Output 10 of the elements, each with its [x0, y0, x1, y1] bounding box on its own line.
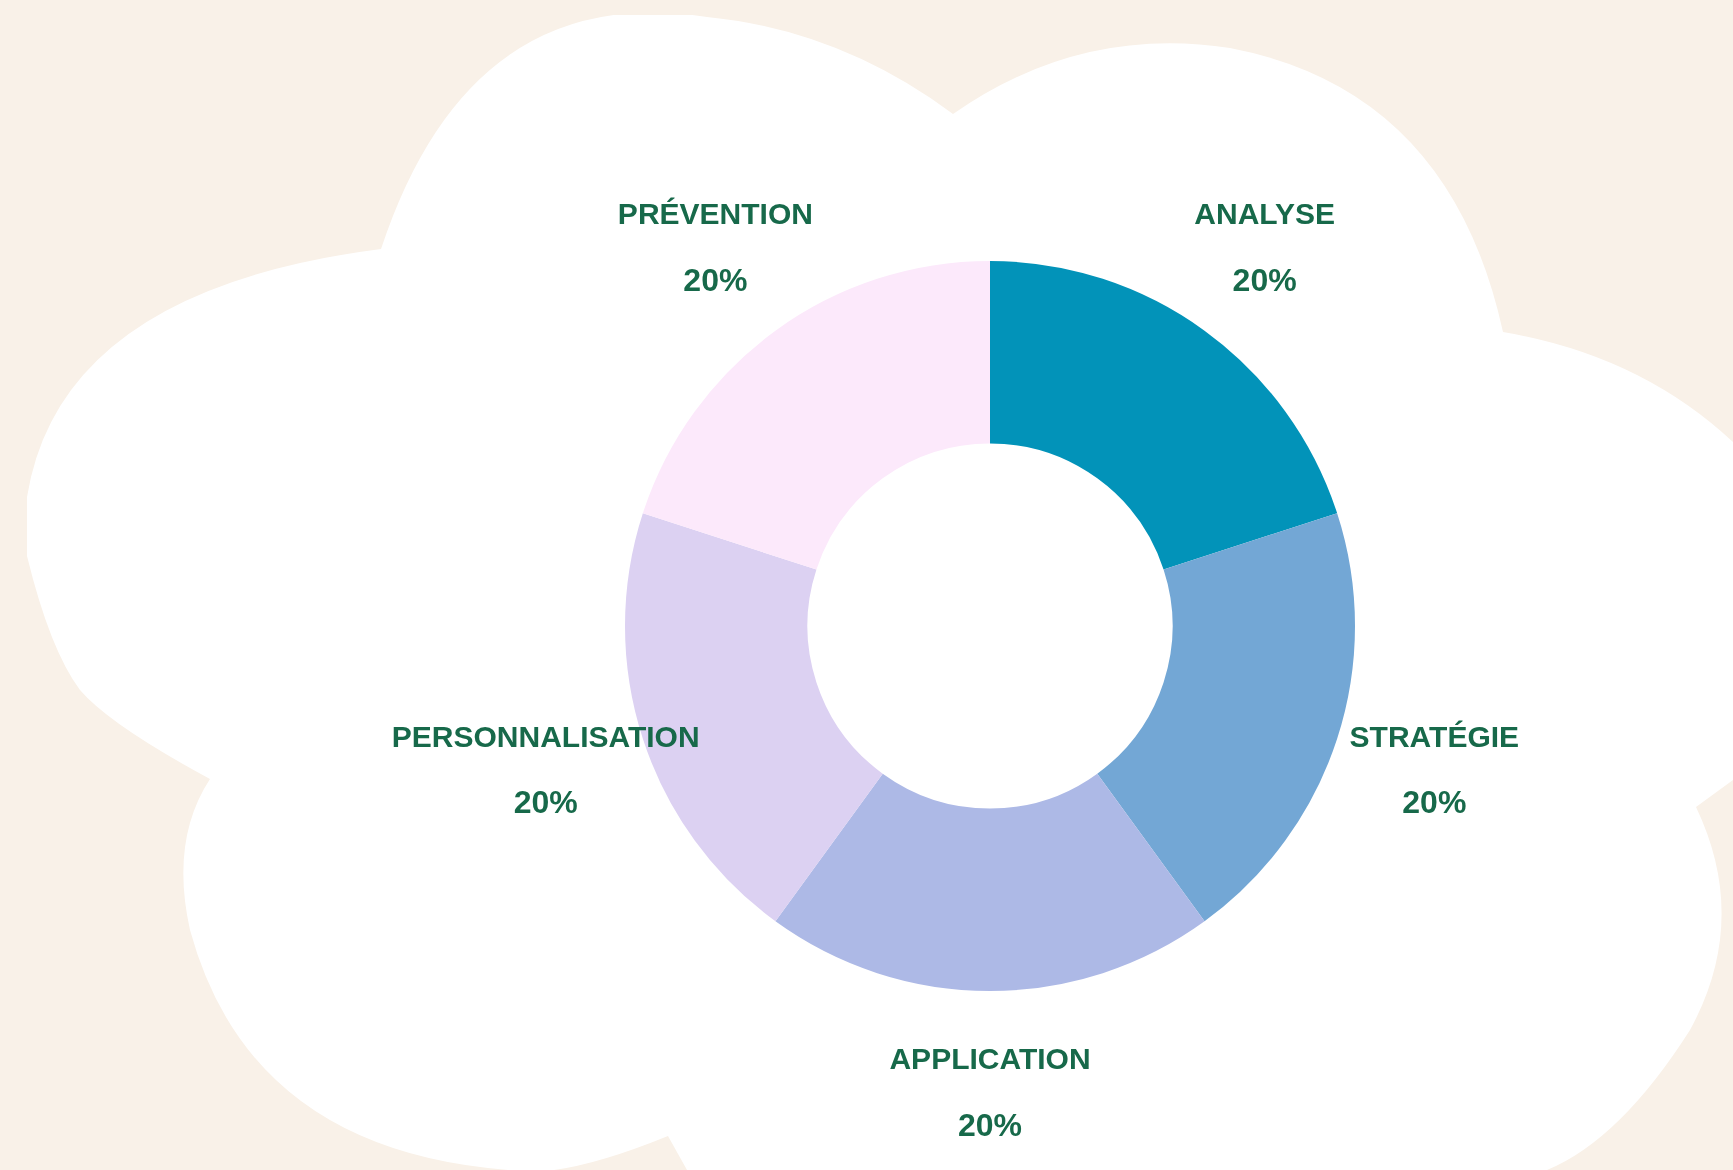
slice-label: STRATÉGIE — [1349, 719, 1520, 753]
data-label: 20% — [957, 1107, 1023, 1144]
slice-label: APPLICATION — [889, 1042, 1091, 1076]
slice-label: PERSONNALISATION — [391, 719, 700, 753]
slice-label: ANALYSE — [1194, 197, 1335, 231]
data-label: 20% — [1232, 261, 1297, 298]
data-label: 20% — [1402, 784, 1467, 821]
data-label: 20% — [513, 784, 578, 821]
slice-label: PRÉVENTION — [617, 197, 813, 231]
data-label: 20% — [683, 261, 748, 298]
